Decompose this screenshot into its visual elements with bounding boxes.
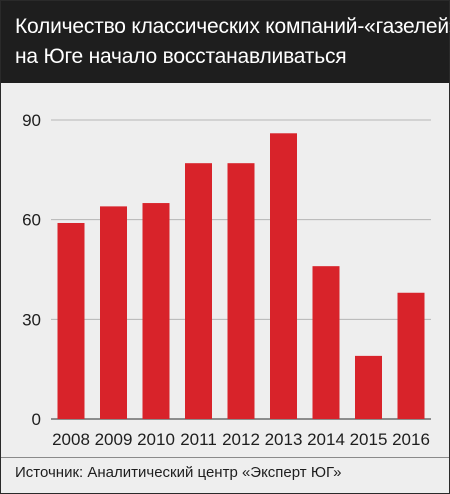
x-tick-label: 2015 (350, 430, 388, 449)
chart-title-line-1: Количество классических компаний-«газеле… (15, 15, 450, 38)
y-tick-label: 30 (22, 310, 41, 329)
x-tick-label: 2011 (180, 430, 217, 449)
x-tick-label: 2013 (265, 430, 303, 449)
source-note: Источник: Аналитический центр «Эксперт Ю… (15, 464, 342, 481)
x-tick-label: 2010 (137, 430, 175, 449)
bar (397, 292, 425, 419)
chart-title-line-2: на Юге начало восстанавливаться (15, 45, 347, 68)
bar (312, 266, 340, 419)
x-tick-label: 2016 (392, 430, 430, 449)
y-tick-label: 0 (32, 410, 41, 429)
bar (355, 355, 382, 419)
y-tick-label: 60 (22, 211, 41, 230)
bar (227, 163, 255, 419)
title-bar: Количество классических компаний-«газеле… (1, 1, 450, 83)
x-tick-label: 2009 (95, 430, 133, 449)
x-tick-label: 2012 (222, 430, 260, 449)
bar (185, 163, 212, 419)
x-tick-label: 2014 (307, 430, 345, 449)
bar (57, 222, 85, 419)
x-tick-label: 2008 (52, 430, 90, 449)
bar (142, 203, 170, 419)
bar (100, 206, 127, 419)
y-tick-label: 90 (22, 111, 41, 130)
footer-divider (1, 457, 449, 458)
bar (270, 133, 297, 419)
